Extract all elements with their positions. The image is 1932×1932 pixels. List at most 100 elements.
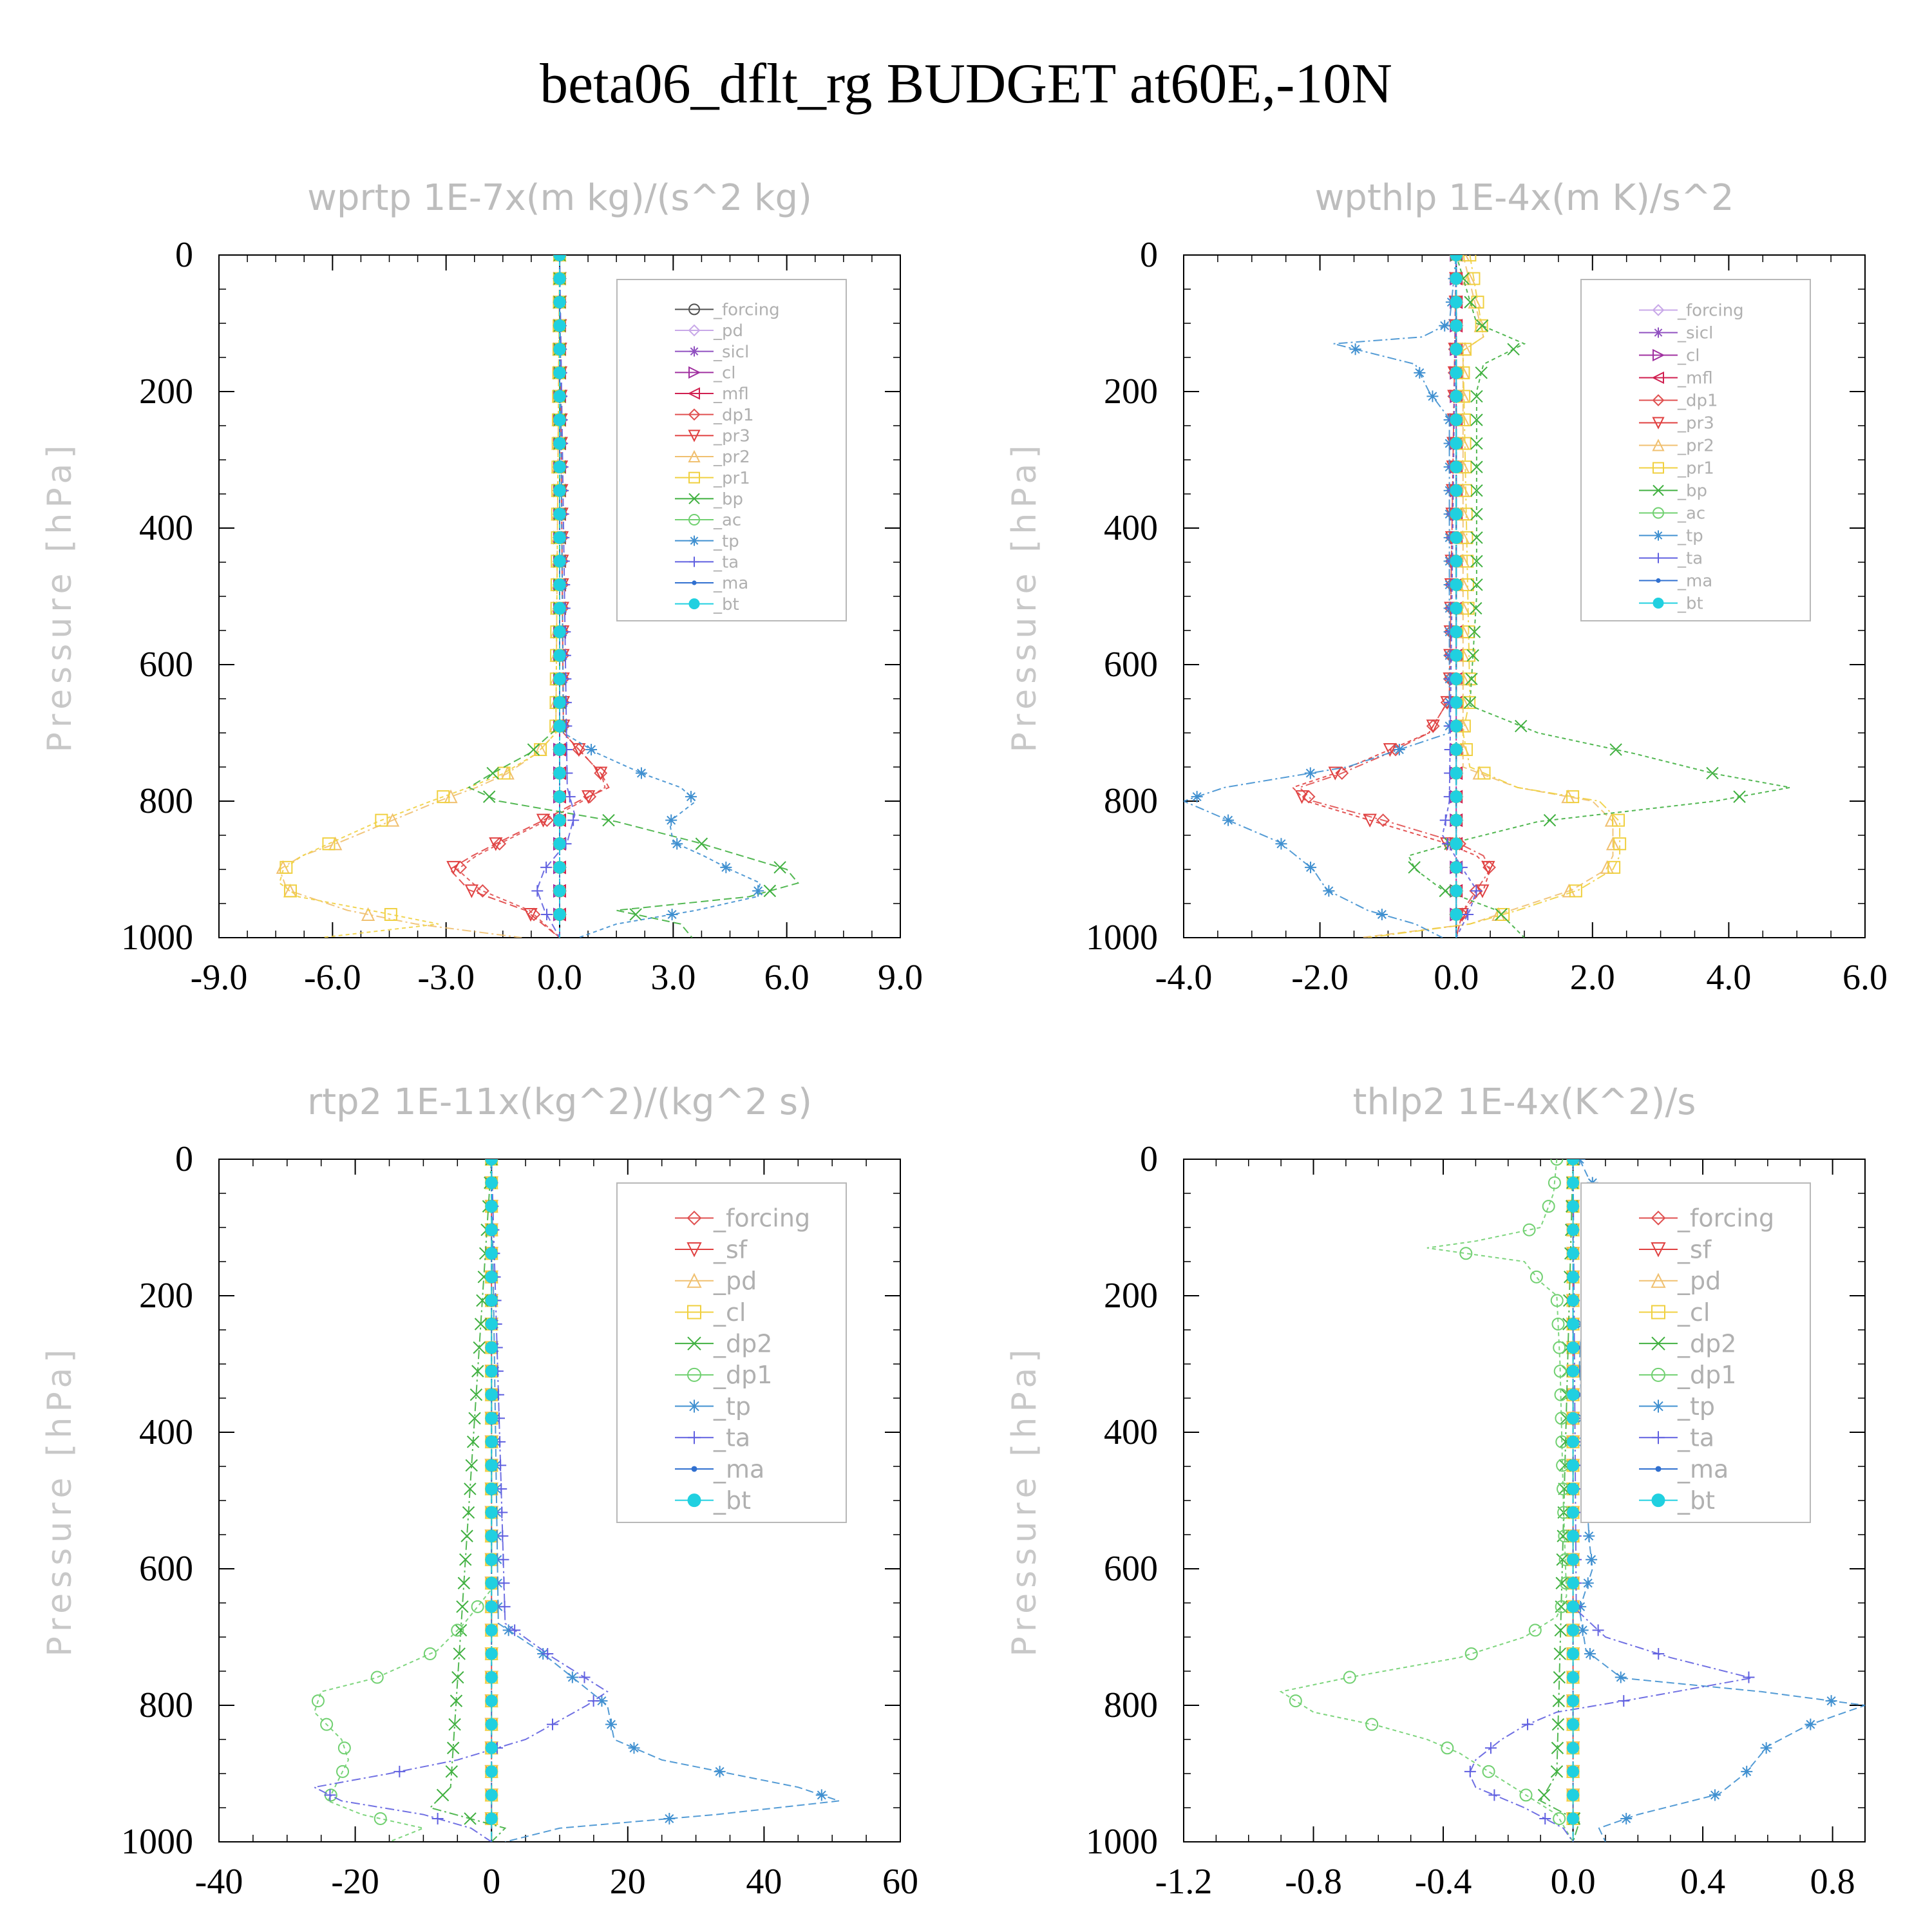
series-point-bt: [1450, 649, 1463, 662]
legend-label: _dp1: [1677, 392, 1718, 411]
legend-marker: [1651, 1305, 1665, 1320]
series-point-dp2: [1557, 1530, 1569, 1542]
x-tick-label: -9.0: [191, 958, 248, 998]
series-point-ta: [587, 1695, 600, 1707]
series-point-bt: [1450, 719, 1463, 732]
series-point-bt: [553, 790, 566, 803]
series-point-bp: [1470, 601, 1482, 615]
series-point-dp2: [1552, 1694, 1566, 1707]
legend-marker: [689, 556, 699, 567]
y-tick-label: 600: [1104, 645, 1158, 685]
legend-label: _ma: [713, 574, 748, 593]
series-point-pr1: [1467, 272, 1481, 285]
series-point-bt: [1450, 343, 1463, 355]
legend-label: _ma: [1677, 1455, 1728, 1483]
series-point-bp: [1609, 743, 1622, 756]
series-group: [1279, 1159, 1865, 1842]
series-point-bt: [553, 437, 566, 450]
series-point-bp: [1475, 366, 1488, 379]
series-point-ta: [393, 1765, 406, 1777]
series-point-dp1: [423, 1647, 437, 1660]
legend-label: _dp2: [1677, 1329, 1736, 1358]
series-point-bt: [553, 625, 566, 638]
series-line-tp: [1578, 1159, 1865, 1842]
series-point-ta: [1484, 1742, 1497, 1754]
series-point-bt: [553, 884, 566, 897]
series-point-ta: [542, 1647, 554, 1660]
series-point-bt: [485, 1318, 498, 1331]
series-point-tp: [1275, 838, 1287, 850]
series-point-pr2: [361, 907, 375, 921]
panel-4: thlp2 1E-4x(K^2)/s Pressure [hPa] 0 200 400 6…: [1005, 1081, 1866, 1902]
y-axis-label: Pressure [hPa]: [1005, 440, 1044, 753]
series-point-bp: [1470, 413, 1483, 426]
series-point-bt: [553, 366, 566, 379]
legend-label: _dp1: [713, 1361, 772, 1389]
series-point-dp2: [473, 1341, 486, 1354]
series-point-bt: [1567, 1530, 1580, 1542]
series-point-tp: [671, 838, 683, 850]
series-point-bt: [485, 1459, 498, 1472]
series-point-dp2: [1550, 1765, 1564, 1778]
series-point-dp2: [1553, 1671, 1566, 1684]
legend-label: _mfl: [713, 384, 749, 404]
series-point-bt: [1450, 319, 1463, 332]
legend-label: _dp1: [713, 406, 754, 425]
series-point-bt: [1450, 908, 1463, 921]
series-point-bt: [553, 507, 566, 520]
x-tick-label: 6.0: [764, 958, 810, 998]
series-point-pr3: [594, 766, 608, 781]
series-point-dp1: [1441, 1741, 1454, 1755]
series-point-pr3: [1363, 813, 1377, 828]
series-point-bt: [1567, 1224, 1580, 1236]
legend-marker: [1652, 304, 1665, 316]
y-tick-label: 0: [175, 235, 193, 275]
series-point-bp: [1466, 649, 1479, 662]
series-point-bt: [1567, 1694, 1580, 1707]
series-point-bt: [485, 1159, 498, 1166]
legend-marker: [687, 1493, 701, 1508]
series-point-bt: [1450, 484, 1463, 497]
legend-marker: [1651, 1242, 1666, 1258]
legend-label: _pr2: [1677, 437, 1714, 456]
series-point-pr2: [1600, 860, 1615, 874]
legend-marker: [688, 408, 701, 421]
series-point-pr1: [1607, 860, 1621, 874]
series-point-bp: [1475, 319, 1489, 332]
series-line-pr2: [1360, 255, 1614, 938]
series-point-bt: [1450, 507, 1463, 520]
series-point-pr3: [446, 860, 460, 875]
series-point-pr1: [1613, 837, 1627, 851]
series-point-ta: [498, 1600, 511, 1613]
legend-marker: [1653, 553, 1663, 564]
series-point-bt: [553, 484, 566, 497]
series-point-tp: [492, 1600, 504, 1613]
y-tick-label: 400: [139, 1412, 193, 1452]
series-point-bt: [1450, 390, 1463, 402]
x-tick-label: -2.0: [1291, 958, 1349, 998]
series-point-dp2: [1556, 1553, 1569, 1566]
series-point-bp: [1507, 343, 1520, 355]
legend-label: _ta: [1677, 1424, 1714, 1452]
legend-marker: [688, 303, 700, 316]
panel-title: wprtp 1E-7x(m kg)/(s^2 kg): [307, 177, 812, 219]
series-point-ta: [541, 908, 553, 920]
series-point-tp: [1825, 1695, 1837, 1707]
series-point-dp2: [476, 1294, 489, 1307]
series-point-pr1: [1475, 319, 1488, 332]
legend-marker: [1653, 598, 1664, 609]
series-point-bt: [1567, 1294, 1580, 1307]
series-point-pr2: [328, 837, 343, 851]
series-point-bt: [1567, 1388, 1580, 1401]
legend-label: _tp: [1677, 527, 1703, 546]
series-point-bt: [1567, 1482, 1580, 1495]
series-point-pr1: [283, 884, 297, 898]
series-point-dp1: [583, 790, 597, 804]
legend-label: _forcing: [713, 1204, 810, 1233]
series-point-pr3: [524, 907, 538, 922]
series-point-ta: [540, 861, 553, 873]
legend-label: _pr1: [713, 469, 750, 488]
legend-label: _ta: [1677, 549, 1703, 569]
series-point-pr3: [1328, 766, 1342, 781]
